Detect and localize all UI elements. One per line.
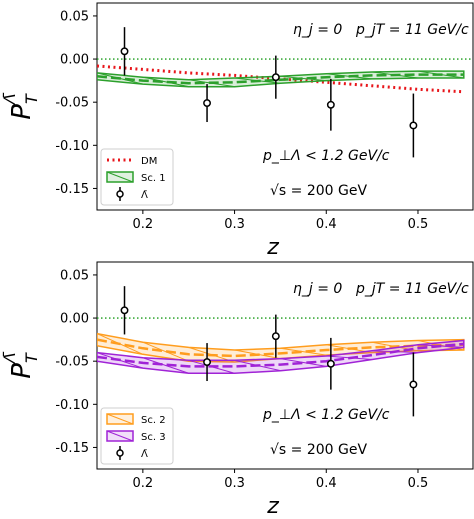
y-tick-label: -0.10	[55, 139, 89, 154]
annotation-eta: η_j = 0	[293, 22, 342, 38]
legend-label: Sc. 1	[141, 173, 166, 184]
y-tick-label: 0.00	[60, 53, 89, 68]
annotation-energy: √s = 200 GeV	[270, 442, 367, 458]
line-dm	[97, 64, 464, 94]
x-axis-label: z	[266, 494, 279, 519]
y-axis-label: PTΛ̄	[0, 92, 41, 119]
band-hatch-sc-2	[280, 347, 327, 356]
plot-area	[97, 332, 465, 375]
plot-area	[97, 64, 465, 94]
y-tick-label: 0.00	[60, 312, 89, 327]
annotation-pjt: p_jT = 11 GeV/c	[355, 22, 469, 38]
bottom-panel: 0.2 0.3 0.4 0.50.050.00-0.05-0.10-0.15zPTΛ̄…	[0, 261, 474, 519]
data-point	[271, 332, 280, 341]
data-point	[203, 358, 211, 366]
legend-label: DM	[141, 156, 157, 167]
band-hatch-sc-1	[142, 76, 189, 88]
y-tick-label: -0.05	[55, 96, 89, 111]
y-tick-label: -0.15	[55, 441, 89, 456]
y-axis-label-main: P	[7, 363, 37, 379]
annotation-cut: p_⊥Λ < 1.2 GeV/c	[262, 407, 390, 423]
x-tick-label: 0.5	[408, 217, 429, 232]
y-axis-label-sub: T	[22, 352, 41, 363]
data-point	[271, 73, 280, 82]
central-line-sc-1	[97, 73, 464, 85]
x-tick-label: 0.5	[408, 476, 429, 491]
annotation-cut: p_⊥Λ < 1.2 GeV/c	[262, 148, 390, 164]
annotation-eta: η_j = 0	[293, 281, 342, 297]
band-hatch-sc-1	[280, 75, 327, 82]
central-line-sc-2	[97, 338, 464, 358]
annotation-pjt: p_jT = 11 GeV/c	[355, 281, 469, 297]
data-point	[409, 121, 418, 130]
y-tick-label: 0.05	[60, 9, 89, 24]
y-tick-label: -0.15	[55, 182, 89, 197]
data-point	[120, 306, 129, 315]
band-hatch-sc-3	[142, 357, 189, 374]
legend-handle-point	[116, 449, 124, 457]
annotation-energy: √s = 200 GeV	[270, 183, 367, 199]
legend-handle-hatch	[106, 430, 134, 442]
data-point	[203, 99, 211, 108]
y-axis-label-sup: Λ̄	[0, 351, 19, 365]
legend-label: Λ̄	[141, 190, 148, 201]
legend-handle-point	[116, 190, 124, 198]
y-axis-label-sub: T	[22, 93, 41, 104]
y-tick-label: -0.05	[55, 355, 89, 370]
y-axis-label-main: P	[7, 104, 37, 120]
x-tick-label: 0.4	[316, 217, 337, 232]
legend-label: Sc. 2	[141, 415, 166, 426]
band-hatch-sc-2	[142, 341, 189, 362]
x-tick-label: 0.4	[316, 476, 337, 491]
data-point	[120, 47, 129, 56]
y-tick-label: -0.10	[55, 398, 89, 413]
x-axis-label: z	[266, 235, 279, 260]
data-point	[409, 380, 418, 389]
x-tick-label: 0.3	[224, 476, 245, 491]
y-tick-label: 0.05	[60, 268, 89, 283]
legend-label: Λ̄	[141, 449, 148, 460]
data-point	[326, 100, 335, 109]
y-axis-label: PTΛ̄	[0, 351, 41, 378]
top-panel: 0.2 0.3 0.4 0.50.050.00-0.05-0.10-0.15zPTΛ̄…	[0, 2, 474, 260]
legend-handle-hatch	[106, 413, 134, 425]
x-tick-label: 0.2	[133, 476, 154, 491]
legend-handle-hatch	[106, 171, 134, 183]
x-tick-label: 0.2	[133, 217, 154, 232]
legend-label: Sc. 3	[141, 432, 166, 443]
band-hatch-sc-3	[280, 358, 327, 367]
y-axis-label-sup: Λ̄	[0, 92, 19, 106]
central-line-sc-3	[97, 342, 464, 368]
x-tick-label: 0.3	[224, 217, 245, 232]
data-point	[326, 359, 335, 368]
